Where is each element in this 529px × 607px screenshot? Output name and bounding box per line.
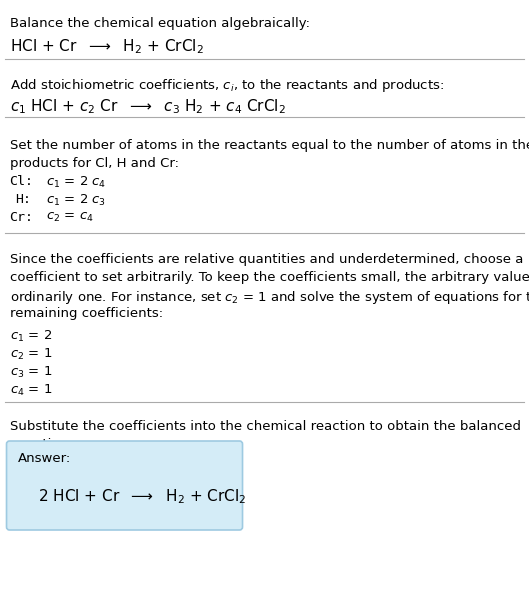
Text: Substitute the coefficients into the chemical reaction to obtain the balanced: Substitute the coefficients into the che… (10, 420, 521, 433)
Text: coefficient to set arbitrarily. To keep the coefficients small, the arbitrary va: coefficient to set arbitrarily. To keep … (10, 271, 529, 284)
Text: $c_1$ HCl + $c_2$ Cr  $\longrightarrow$  $c_3$ H$_2$ + $c_4$ CrCl$_2$: $c_1$ HCl + $c_2$ Cr $\longrightarrow$ $… (10, 97, 285, 116)
Text: Since the coefficients are relative quantities and underdetermined, choose a: Since the coefficients are relative quan… (10, 253, 523, 266)
Text: Set the number of atoms in the reactants equal to the number of atoms in the: Set the number of atoms in the reactants… (10, 139, 529, 152)
Text: ordinarily one. For instance, set $c_2$ = 1 and solve the system of equations fo: ordinarily one. For instance, set $c_2$ … (10, 289, 529, 306)
Text: Cr:: Cr: (10, 211, 33, 224)
Text: $c_2$ = $c_4$: $c_2$ = $c_4$ (45, 211, 93, 224)
Text: products for Cl, H and Cr:: products for Cl, H and Cr: (10, 157, 178, 170)
Text: $c_3$ = 1: $c_3$ = 1 (10, 365, 52, 380)
FancyBboxPatch shape (6, 441, 242, 530)
Text: H:: H: (15, 193, 32, 206)
Text: equation:: equation: (10, 438, 73, 451)
Text: Answer:: Answer: (17, 452, 71, 465)
Text: Cl:: Cl: (10, 175, 33, 188)
Text: $c_1$ = 2 $c_4$: $c_1$ = 2 $c_4$ (45, 175, 106, 190)
Text: Balance the chemical equation algebraically:: Balance the chemical equation algebraica… (10, 17, 309, 30)
Text: $c_1$ = 2: $c_1$ = 2 (10, 329, 52, 344)
Text: Add stoichiometric coefficients, $c_i$, to the reactants and products:: Add stoichiometric coefficients, $c_i$, … (10, 77, 444, 94)
Text: HCl + Cr  $\longrightarrow$  H$_2$ + CrCl$_2$: HCl + Cr $\longrightarrow$ H$_2$ + CrCl$… (10, 37, 204, 56)
Text: $c_2$ = 1: $c_2$ = 1 (10, 347, 52, 362)
Text: 2 HCl + Cr  $\longrightarrow$  H$_2$ + CrCl$_2$: 2 HCl + Cr $\longrightarrow$ H$_2$ + CrC… (38, 487, 246, 506)
Text: $c_4$ = 1: $c_4$ = 1 (10, 383, 52, 398)
Text: $c_1$ = 2 $c_3$: $c_1$ = 2 $c_3$ (45, 193, 106, 208)
Text: remaining coefficients:: remaining coefficients: (10, 307, 162, 320)
